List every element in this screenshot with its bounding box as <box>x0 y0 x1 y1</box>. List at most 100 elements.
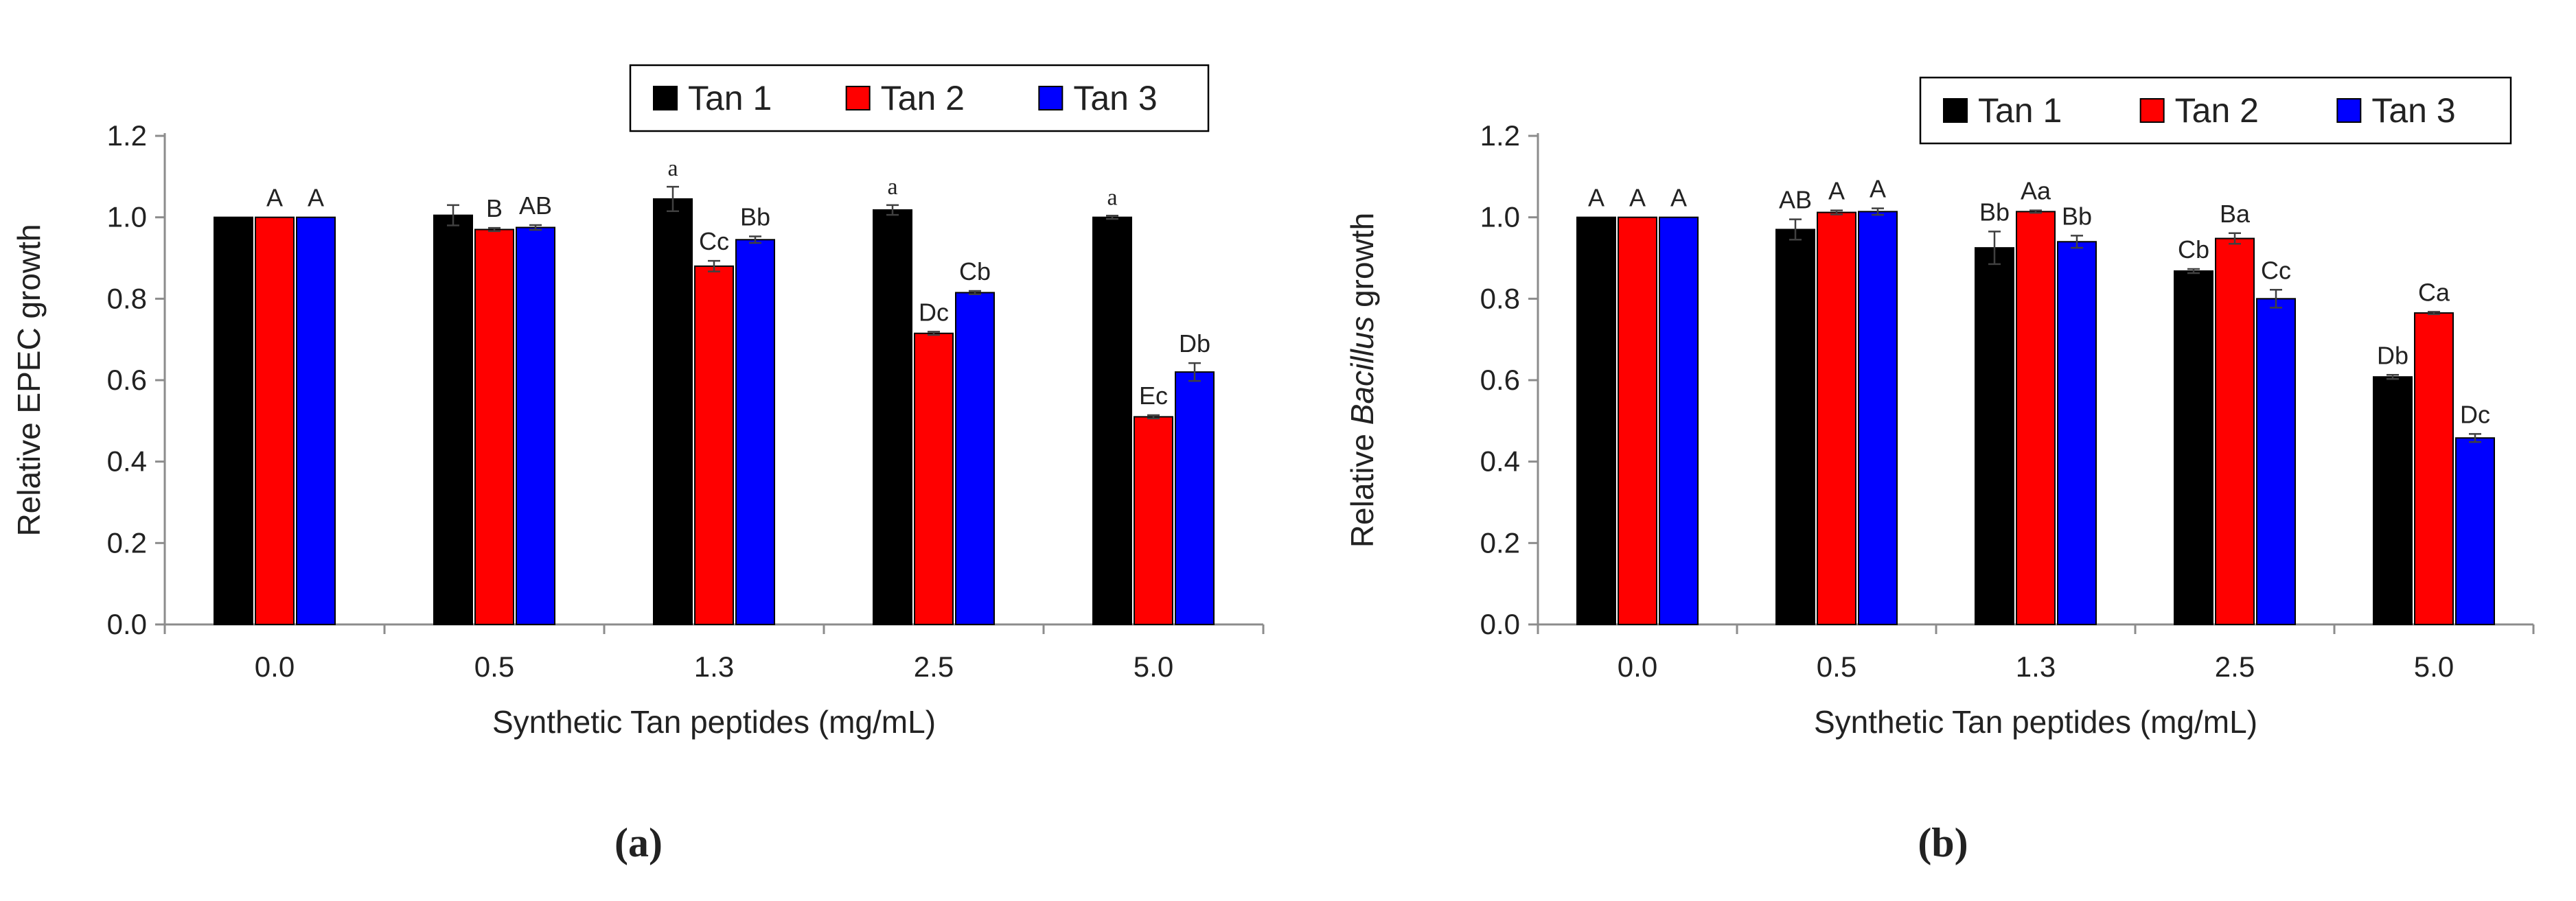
significance-label: Db <box>2377 341 2408 369</box>
bar-tan1-0.0 <box>1576 216 1616 625</box>
y-tick-label: 0.2 <box>107 526 147 559</box>
x-axis-label: Synthetic Tan peptides (mg/mL) <box>1814 704 2257 740</box>
bar-tan1-1.3 <box>653 198 693 625</box>
significance-label: A <box>1629 184 1646 212</box>
error-bar <box>1872 207 1884 216</box>
bar-tan3-1.3 <box>735 239 775 625</box>
significance-label: Db <box>1179 329 1210 358</box>
bar-tan2-1.3 <box>2016 211 2056 625</box>
legend-swatch-tan1 <box>653 86 678 110</box>
y-axis-label-part: Relative <box>1344 425 1380 548</box>
error-bar <box>928 331 940 336</box>
bar-tan1-0.5 <box>1775 229 1815 625</box>
error-bar <box>2387 374 2399 380</box>
significance-label: AB <box>519 191 552 220</box>
error-bar <box>749 235 761 244</box>
bar-tan2-2.5 <box>2215 237 2255 625</box>
error-bar <box>488 226 501 233</box>
error-bar <box>667 185 679 213</box>
error-bar <box>1106 215 1118 220</box>
significance-label: A <box>308 184 324 212</box>
bar-tan1-1.3 <box>1975 247 2014 625</box>
bar-tan1-2.5 <box>2174 270 2213 625</box>
error-bar <box>1147 414 1160 420</box>
significance-label: Dc <box>919 298 949 326</box>
significance-label: Ec <box>1139 382 1168 410</box>
significance-label: Ba <box>2220 200 2251 228</box>
error-bar <box>447 204 459 226</box>
x-tick-label: 1.3 <box>2016 651 2056 683</box>
significance-label: Cc <box>2261 256 2291 284</box>
x-tick-label: 0.5 <box>1817 651 1856 683</box>
x-axis-label: Synthetic Tan peptides (mg/mL) <box>492 704 936 740</box>
bar-tan3-5.0 <box>2455 437 2495 626</box>
legend-swatch-tan3 <box>1038 86 1063 110</box>
error-bar <box>708 259 720 272</box>
significance-label: Bb <box>2062 202 2092 230</box>
bar-tan3-1.3 <box>2057 241 2097 625</box>
error-bar <box>2229 232 2241 245</box>
legend-label: Tan 1 <box>1978 91 2062 130</box>
significance-label: AB <box>1779 186 1812 214</box>
significance-label: a <box>887 174 897 200</box>
significance-label: Cb <box>2178 235 2209 264</box>
legend: Tan 1 Tan 2 Tan 3 <box>1919 76 2512 145</box>
y-tick-label: 1.2 <box>107 119 147 152</box>
significance-label: Aa <box>2021 177 2051 205</box>
error-bar <box>1789 218 1802 241</box>
chart-panel-a: 0.0 0.2 0.4 0.6 0.8 1.0 1.2 A A 0.0 B AB 0.5 a Cc Bb 1.3… <box>11 64 1265 865</box>
panel-label: (a) <box>614 820 663 865</box>
legend-box <box>1919 76 2512 145</box>
x-tick-label: 0.5 <box>474 651 514 683</box>
significance-label: A <box>1870 175 1886 203</box>
error-bar <box>1188 362 1201 382</box>
significance-label: Cb <box>959 257 991 285</box>
y-tick-label: 0.0 <box>107 608 147 640</box>
bar-tan3-2.5 <box>955 292 995 625</box>
legend-label: Tan 2 <box>881 79 965 117</box>
x-tick-label: 2.5 <box>914 651 954 683</box>
significance-label: a <box>1107 185 1117 210</box>
legend-label: Tan 3 <box>1073 79 1157 117</box>
error-bar <box>2428 311 2440 316</box>
legend-swatch-tan2 <box>2139 98 2165 123</box>
y-tick-label: 0.4 <box>107 445 147 478</box>
error-bar <box>529 224 542 231</box>
significance-label: Bb <box>740 203 770 231</box>
bar-tan3-0.5 <box>1858 211 1898 625</box>
y-tick-label: 1.2 <box>1480 119 1520 152</box>
bar-tan2-0.5 <box>1817 211 1856 625</box>
x-tick-label: 5.0 <box>2414 651 2454 683</box>
bar-tan2-0.0 <box>255 216 295 625</box>
bar-tan2-5.0 <box>1134 416 1173 626</box>
legend-swatch-tan3 <box>2336 98 2362 123</box>
bar-tan1-5.0 <box>1092 216 1132 625</box>
bar-tan1-2.5 <box>873 209 912 625</box>
significance-label: A <box>266 184 283 212</box>
significance-label: Cc <box>699 227 729 255</box>
legend-label: Tan 1 <box>688 79 772 117</box>
y-tick-label: 0.8 <box>1480 282 1520 314</box>
y-axis-label: Relative Bacillus growth <box>1344 213 1380 548</box>
error-bar <box>2187 268 2200 274</box>
x-tick-label: 5.0 <box>1134 651 1173 683</box>
bar-tan3-0.0 <box>1659 216 1699 625</box>
x-tick-label: 0.0 <box>255 651 295 683</box>
y-tick-label: 0.6 <box>1480 364 1520 396</box>
bar-tan2-0.5 <box>474 229 514 625</box>
y-axis-label-part: Bacillus <box>1344 316 1380 425</box>
significance-label: B <box>486 194 503 222</box>
error-bar <box>1988 231 2001 266</box>
y-tick-label: 0.6 <box>107 364 147 396</box>
bar-tan1-0.5 <box>433 214 473 625</box>
error-bar <box>969 290 981 296</box>
y-tick-label: 0.8 <box>107 282 147 314</box>
error-bar <box>886 204 899 216</box>
bar-tan3-5.0 <box>1175 371 1215 626</box>
significance-label: A <box>1670 184 1687 212</box>
error-bar <box>2270 289 2282 309</box>
bar-tan3-0.5 <box>516 226 555 625</box>
y-tick-label: 1.0 <box>1480 201 1520 233</box>
